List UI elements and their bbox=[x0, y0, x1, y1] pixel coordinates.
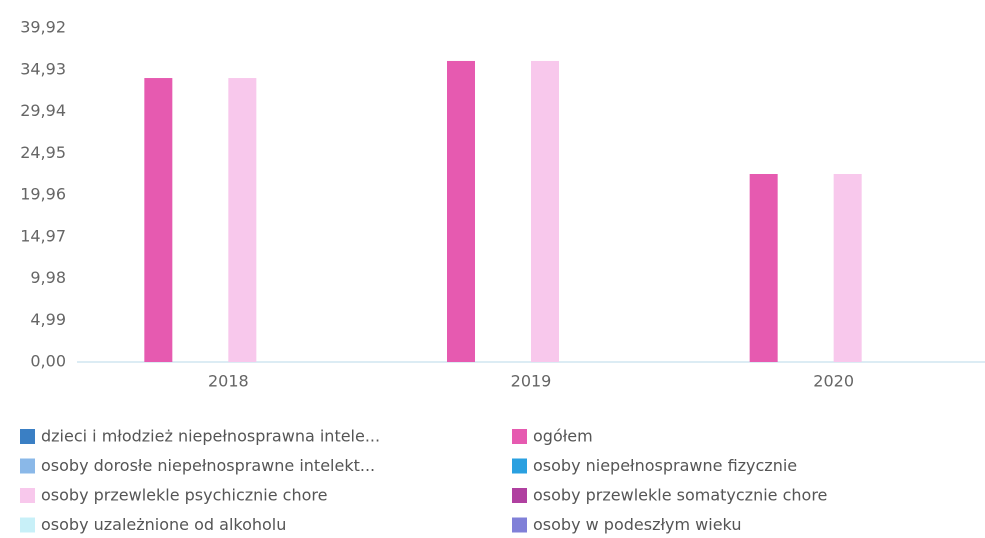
legend-label: osoby dorosłe niepełnosprawne intelekt..… bbox=[41, 456, 375, 475]
bar bbox=[531, 60, 559, 362]
x-tick-label: 2019 bbox=[511, 372, 552, 391]
legend-swatch bbox=[20, 517, 35, 533]
y-tick-label: 14,97 bbox=[20, 226, 66, 245]
legend-swatch bbox=[512, 458, 527, 474]
legend-label: osoby przewlekle psychicznie chore bbox=[41, 486, 327, 505]
legend-label: osoby przewlekle somatycznie chore bbox=[533, 486, 827, 505]
bar bbox=[228, 78, 257, 362]
y-tick-label: 0,00 bbox=[30, 352, 66, 371]
legend-label: osoby uzależnione od alkoholu bbox=[41, 515, 286, 534]
bar bbox=[144, 78, 173, 362]
y-tick-label: 24,95 bbox=[20, 143, 66, 162]
bar bbox=[447, 60, 475, 362]
legend-label: dzieci i młodzież niepełnosprawna intele… bbox=[41, 427, 380, 446]
y-tick-label: 19,96 bbox=[20, 185, 66, 204]
y-tick-label: 29,94 bbox=[20, 101, 66, 120]
legend-swatch bbox=[512, 488, 527, 503]
y-tick-label: 4,99 bbox=[30, 310, 66, 329]
x-tick-label: 2018 bbox=[208, 372, 249, 391]
legend-swatch bbox=[512, 517, 527, 533]
legend-label: osoby niepełnosprawne fizycznie bbox=[533, 456, 797, 475]
y-tick-label: 34,93 bbox=[20, 59, 66, 78]
y-tick-label: 39,92 bbox=[20, 18, 66, 37]
legend-label: ogółem bbox=[533, 427, 593, 446]
bar bbox=[749, 173, 778, 362]
legend-swatch bbox=[20, 429, 35, 444]
x-tick-label: 2020 bbox=[813, 372, 854, 391]
legend-swatch bbox=[20, 458, 35, 474]
bar bbox=[833, 173, 862, 362]
legend-label: osoby w podeszłym wieku bbox=[533, 515, 741, 534]
legend-swatch bbox=[512, 429, 527, 444]
legend-swatch bbox=[20, 488, 35, 503]
y-tick-label: 9,98 bbox=[30, 268, 66, 287]
